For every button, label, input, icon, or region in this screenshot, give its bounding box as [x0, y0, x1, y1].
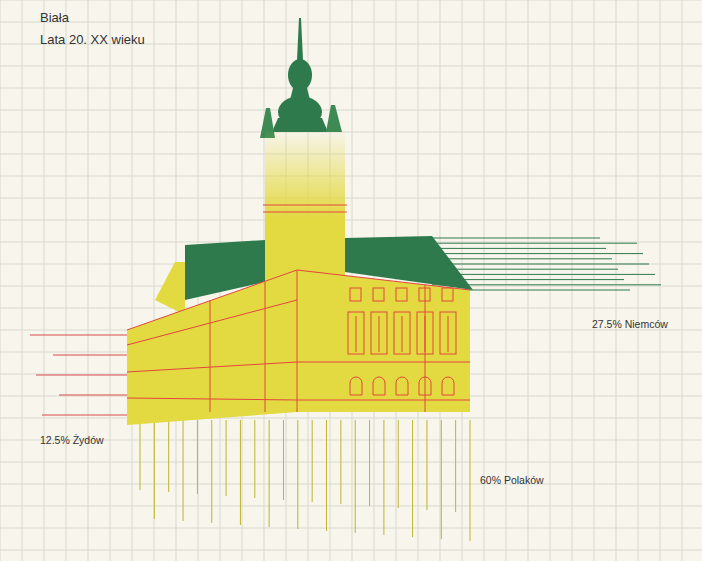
svg-text:60% Polaków: 60% Polaków: [480, 474, 544, 486]
svg-text:12.5% Żydów: 12.5% Żydów: [40, 434, 104, 446]
svg-text:Lata 20. XX wieku: Lata 20. XX wieku: [40, 32, 145, 47]
svg-text:Biała: Biała: [40, 10, 70, 25]
svg-text:27.5% Niemców: 27.5% Niemców: [592, 318, 668, 330]
